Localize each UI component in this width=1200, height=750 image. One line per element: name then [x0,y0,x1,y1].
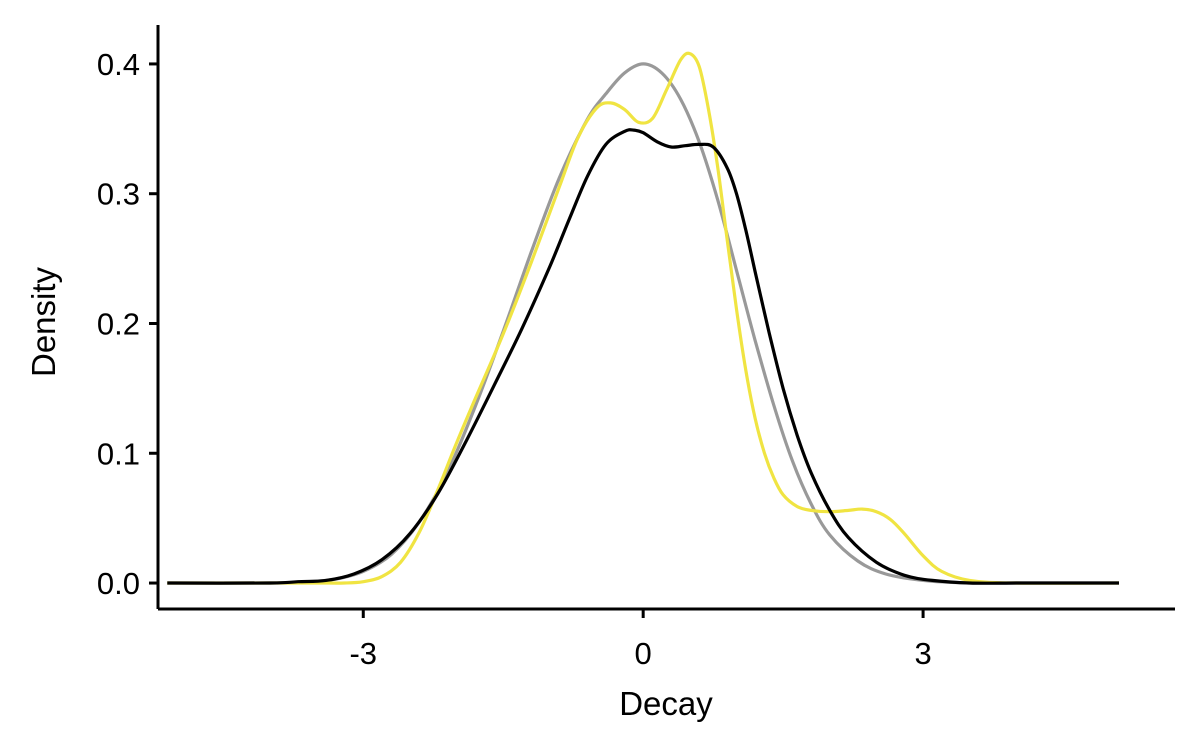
y-tick-label: 0.4 [97,47,140,82]
density-line-3 [167,128,1119,585]
y-tick-label: 0.0 [97,566,140,601]
x-tick-label: 0 [635,636,652,671]
y-axis-title: Density [25,266,62,377]
x-tick-label: 3 [914,636,931,671]
x-tick-label: -3 [349,636,377,671]
density-line-1 [167,62,1119,585]
x-axis-title: Decay [619,685,713,722]
x-ticks: -3 0 3 [349,609,932,671]
y-ticks: 0.0 0.1 0.2 0.3 0.4 [97,47,158,601]
density-line-2 [167,51,1120,585]
y-tick-label: 0.3 [97,177,140,212]
y-tick-label: 0.2 [97,306,140,341]
series-layer [167,51,1120,585]
y-tick-label: 0.1 [97,436,140,471]
